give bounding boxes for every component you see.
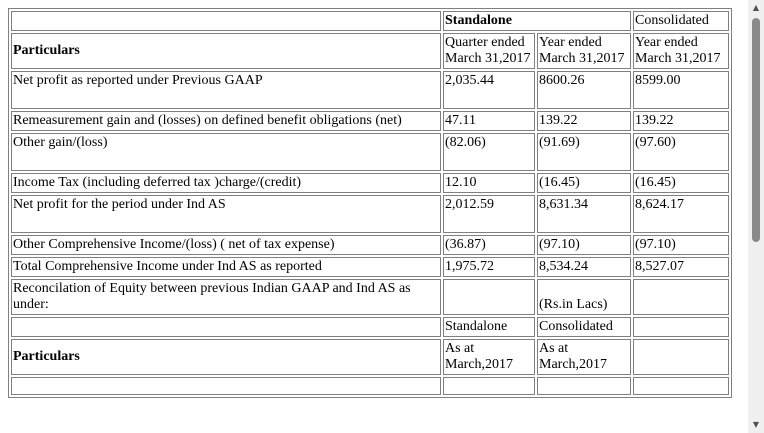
blank-cell [537,377,631,395]
row-quarter-value: 12.10 [443,173,535,193]
row-label: Total Comprehensive Income under Ind AS … [11,257,441,277]
row-year-value: (16.45) [537,173,631,193]
scroll-up-arrow-icon[interactable]: ▲ [752,3,760,12]
table-row: Total Comprehensive Income under Ind AS … [11,257,729,277]
blank-cell [633,377,729,395]
particulars-header: Particulars [11,33,441,69]
row-consolidated-value: 8,624.17 [633,195,729,233]
consolidated-header: Consolidated [633,11,729,31]
equity-as-at-standalone: As at March,2017 [443,339,535,375]
blank-cell [633,279,729,315]
row-consolidated-value: 8599.00 [633,71,729,109]
reconciliation-table: Standalone Consolidated Particulars Quar… [8,8,732,398]
unit-label: (Rs.in Lacs) [537,279,631,315]
equity-header-row: Standalone Consolidated [11,317,729,337]
row-consolidated-value: (97.10) [633,235,729,255]
document-viewport: Standalone Consolidated Particulars Quar… [8,8,732,398]
row-year-value: 8,631.34 [537,195,631,233]
row-quarter-value: 47.11 [443,111,535,131]
equity-title-row: Reconcilation of Equity between previous… [11,279,729,315]
row-quarter-value: (36.87) [443,235,535,255]
blank-cell [443,377,535,395]
row-label: Income Tax (including deferred tax )char… [11,173,441,193]
vertical-scrollbar[interactable]: ▲ ▼ [748,0,764,433]
row-consolidated-value: (97.60) [633,133,729,171]
table-row [11,377,729,395]
equity-standalone-header: Standalone [443,317,535,337]
blank-cell [11,317,441,337]
blank-cell [633,317,729,337]
row-label: Net profit for the period under Ind AS [11,195,441,233]
equity-reconciliation-title: Reconcilation of Equity between previous… [11,279,441,315]
year-ended-standalone-header: Year ended March 31,2017 [537,33,631,69]
equity-subheader-row: Particulars As at March,2017 As at March… [11,339,729,375]
table-row: Other gain/(loss) (82.06) (91.69) (97.60… [11,133,729,171]
table-subheader-row: Particulars Quarter ended March 31,2017 … [11,33,729,69]
row-year-value: (91.69) [537,133,631,171]
row-quarter-value: 1,975.72 [443,257,535,277]
blank-cell [11,377,441,395]
row-label: Other gain/(loss) [11,133,441,171]
blank-cell [443,279,535,315]
scrollbar-thumb[interactable] [752,18,760,242]
equity-consolidated-header: Consolidated [537,317,631,337]
row-year-value: 139.22 [537,111,631,131]
equity-as-at-consolidated: As at March,2017 [537,339,631,375]
table-row: Income Tax (including deferred tax )char… [11,173,729,193]
table-row: Remeasurement gain and (losses) on defin… [11,111,729,131]
row-label: Remeasurement gain and (losses) on defin… [11,111,441,131]
standalone-header: Standalone [443,11,631,31]
row-consolidated-value: 139.22 [633,111,729,131]
equity-particulars-header: Particulars [11,339,441,375]
row-year-value: (97.10) [537,235,631,255]
row-quarter-value: 2,035.44 [443,71,535,109]
row-year-value: 8600.26 [537,71,631,109]
quarter-ended-header: Quarter ended March 31,2017 [443,33,535,69]
row-quarter-value: (82.06) [443,133,535,171]
blank-cell [633,339,729,375]
table-row: Net profit as reported under Previous GA… [11,71,729,109]
table-row: Net profit for the period under Ind AS 2… [11,195,729,233]
table-header-row: Standalone Consolidated [11,11,729,31]
row-consolidated-value: (16.45) [633,173,729,193]
blank-header-cell [11,11,441,31]
row-label: Other Comprehensive Income/(loss) ( net … [11,235,441,255]
row-label: Net profit as reported under Previous GA… [11,71,441,109]
row-consolidated-value: 8,527.07 [633,257,729,277]
scroll-down-arrow-icon[interactable]: ▼ [752,420,760,429]
row-quarter-value: 2,012.59 [443,195,535,233]
row-year-value: 8,534.24 [537,257,631,277]
year-ended-consolidated-header: Year ended March 31,2017 [633,33,729,69]
table-row: Other Comprehensive Income/(loss) ( net … [11,235,729,255]
